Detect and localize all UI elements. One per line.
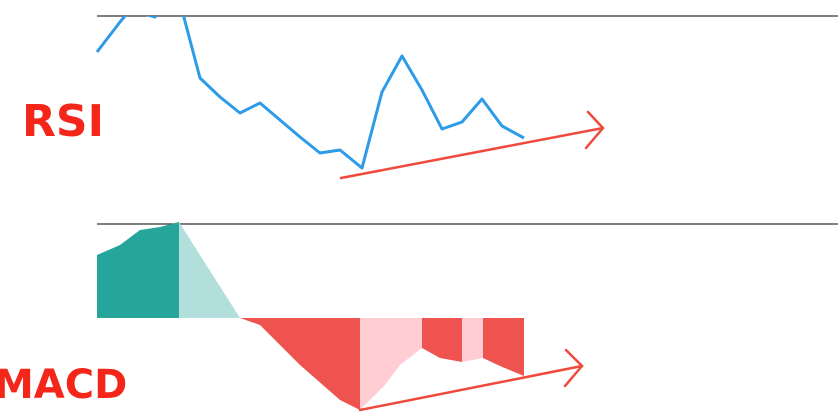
macd-histogram-positive-fading	[179, 222, 240, 318]
macd-divergence-arrow	[358, 348, 584, 412]
macd-label: MACD	[0, 362, 127, 408]
macd-histogram-negative-fading	[462, 318, 483, 362]
macd-histogram-negative	[422, 318, 462, 362]
macd-histogram-negative	[483, 318, 524, 376]
macd-histogram-negative	[240, 318, 360, 410]
rsi-label: RSI	[22, 96, 104, 147]
macd-histogram-positive	[97, 222, 179, 318]
macd-histogram-negative-fading	[360, 318, 422, 410]
rsi-divergence-arrow	[339, 110, 605, 180]
rsi-line	[95, 16, 525, 170]
